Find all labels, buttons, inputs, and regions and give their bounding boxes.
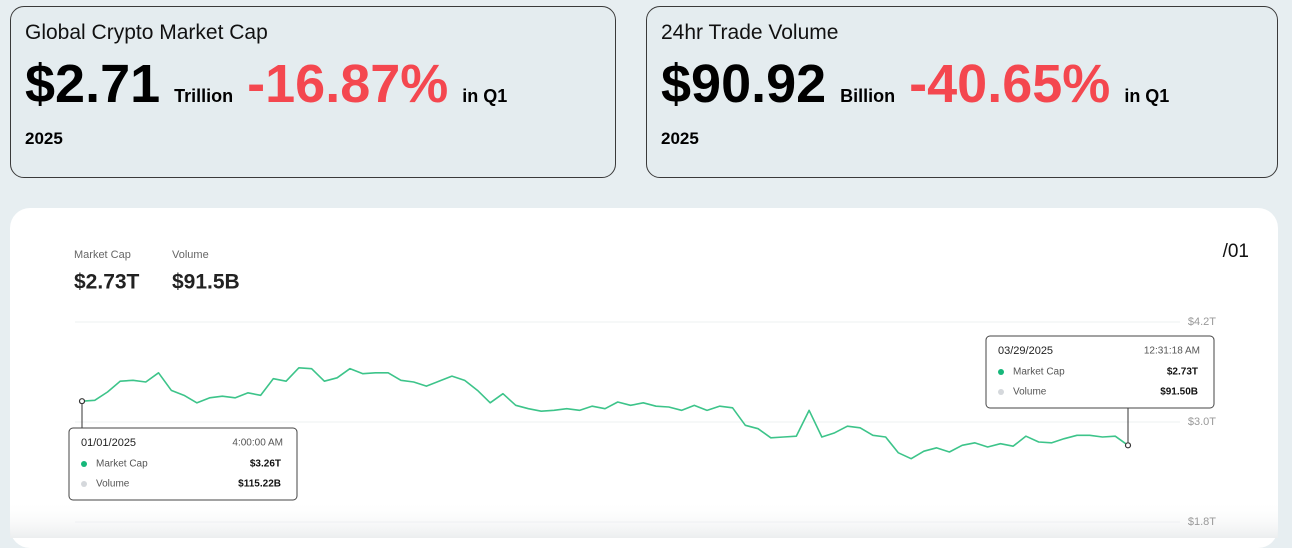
card-value: $2.71 — [25, 54, 161, 114]
summary-label: Market Cap — [74, 249, 131, 261]
y-tick-label: $3.0T — [1188, 416, 1216, 428]
summary-value: $91.5B — [172, 271, 240, 294]
legend-dot — [998, 389, 1004, 395]
card-change: -40.65% — [909, 54, 1111, 114]
tooltip-value: $115.22B — [238, 479, 281, 490]
card-unit: Trillion — [174, 86, 234, 106]
card-change: -16.87% — [247, 54, 449, 114]
tooltip-time: 4:00:00 AM — [232, 438, 283, 449]
line — [81, 367, 1129, 460]
volume-card: 24hr Trade Volume $90.92 Billion -40.65%… — [646, 6, 1278, 178]
legend-dot — [81, 481, 87, 487]
y-tick-label: $1.8T — [1188, 516, 1216, 528]
tooltip-label: Market Cap — [1013, 367, 1065, 378]
tooltip-time: 12:31:18 AM — [1144, 346, 1200, 357]
tooltip-label: Volume — [1013, 387, 1047, 398]
tooltip — [68, 427, 298, 501]
card-value: $90.92 — [661, 54, 827, 114]
card-period: in Q1 — [462, 86, 508, 106]
card-year: 2025 — [661, 129, 699, 148]
card-title: 24hr Trade Volume — [661, 21, 839, 44]
market-cap-card: Global Crypto Market Cap $2.71 Trillion … — [10, 6, 616, 178]
point-marker — [1124, 442, 1132, 449]
tooltip-value: $2.73T — [1167, 367, 1198, 378]
legend-dot — [998, 369, 1004, 375]
tooltip-date: 03/29/2025 — [998, 345, 1053, 357]
card-unit: Billion — [840, 86, 896, 106]
card-period: in Q1 — [1124, 86, 1170, 106]
tooltip — [985, 335, 1215, 409]
card-row: $2.71 Trillion -16.87% in Q1 — [25, 53, 601, 115]
card-row: $90.92 Billion -40.65% in Q1 — [661, 53, 1263, 115]
legend-dot — [81, 461, 87, 467]
bottom-fade — [10, 500, 1278, 538]
tooltip-label: Volume — [96, 479, 130, 490]
point-marker — [78, 398, 86, 405]
tooltip-label: Market Cap — [96, 459, 148, 470]
card-year: 2025 — [25, 129, 63, 148]
y-tick-label: $4.2T — [1188, 316, 1216, 328]
tooltip-value: $3.26T — [250, 459, 281, 470]
summary-label: Volume — [172, 249, 209, 261]
tooltip-date: 01/01/2025 — [81, 437, 136, 449]
card-title: Global Crypto Market Cap — [25, 21, 268, 44]
page-label: /01 — [1223, 241, 1249, 262]
summary-value: $2.73T — [74, 271, 140, 294]
tooltip-value: $91.50B — [1160, 387, 1198, 398]
